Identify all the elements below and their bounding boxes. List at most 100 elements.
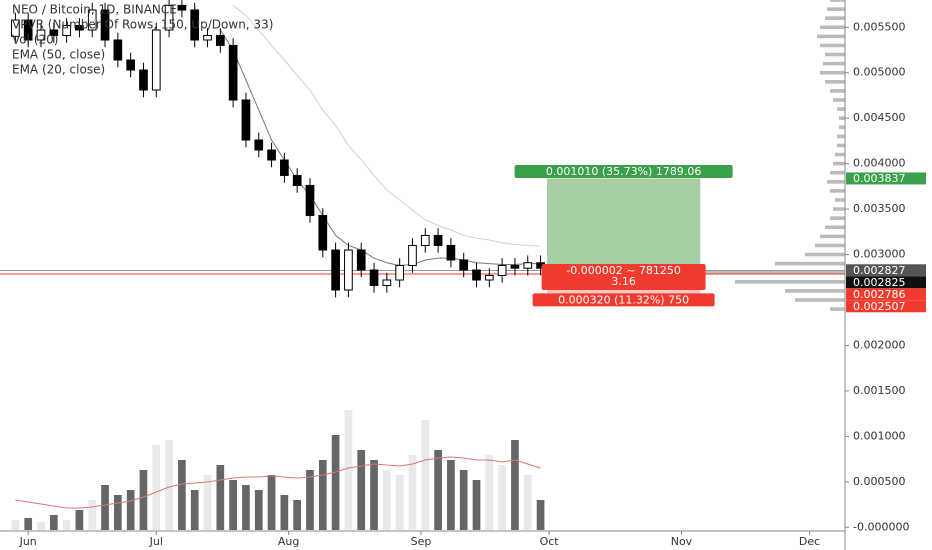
- candle-body: [446, 244, 456, 261]
- volume-bar: [306, 470, 314, 530]
- profile-bar: [820, 25, 845, 30]
- target-label-bg: [514, 164, 733, 178]
- profile-bar: [795, 298, 845, 302]
- profile-bar: [837, 143, 845, 148]
- profile-bar: [825, 52, 845, 57]
- price-mark-label: 0.003837: [853, 172, 906, 185]
- candle-body: [87, 9, 97, 31]
- profile-bar: [785, 289, 845, 293]
- volume-bar: [395, 475, 404, 530]
- volume-bar: [472, 480, 481, 530]
- candle-body: [408, 244, 417, 266]
- volume-bar: [139, 470, 148, 530]
- profile-bar: [820, 234, 845, 239]
- volume-bar: [37, 522, 45, 530]
- profile-bar: [833, 98, 845, 102]
- volume-bar: [523, 475, 532, 530]
- volume-bar: [331, 435, 340, 530]
- profile-bar: [830, 216, 845, 220]
- profile-bar: [837, 134, 845, 139]
- volume-bar: [126, 490, 135, 530]
- candle-body: [344, 249, 353, 291]
- middle-label-bg: [541, 264, 706, 290]
- volume-ma-line: [15, 456, 541, 509]
- y-tick-label: 0.004500: [853, 111, 906, 124]
- volume-bar: [203, 475, 212, 530]
- volume-bar: [101, 485, 109, 530]
- candle-body: [164, 4, 174, 31]
- profile-bar: [830, 170, 845, 175]
- candle-body: [100, 9, 110, 41]
- volume-bar: [24, 518, 33, 530]
- volume-bar: [536, 500, 545, 530]
- profile-bar: [735, 280, 845, 284]
- profile-bar: [833, 207, 845, 211]
- candle-body: [190, 9, 200, 41]
- volume-bar: [11, 520, 20, 530]
- candle-body: [49, 29, 59, 36]
- profile-bar: [827, 7, 845, 11]
- volume-bar: [408, 455, 417, 530]
- candle-body: [254, 139, 264, 151]
- candle-body: [356, 249, 366, 271]
- candle-body: [369, 269, 379, 286]
- profile-bar: [805, 252, 845, 257]
- x-tick-label: Jun: [19, 535, 37, 548]
- candle-body: [510, 264, 520, 269]
- volume-bar: [242, 485, 250, 530]
- candle-body: [331, 249, 340, 291]
- price-mark-bg: [846, 172, 926, 185]
- y-tick-label: 0.003500: [853, 202, 906, 215]
- volume-bar: [178, 460, 186, 530]
- candle-body: [241, 99, 251, 141]
- volume-bar: [62, 520, 71, 530]
- profile-bar: [705, 270, 845, 275]
- candle-body: [139, 69, 148, 91]
- volume-bar: [459, 470, 468, 530]
- volume-bar: [357, 450, 366, 530]
- x-tick-label: Oct: [540, 535, 560, 548]
- volume-bar: [498, 465, 506, 530]
- candle-body: [420, 234, 430, 246]
- x-tick-label: Sep: [411, 535, 432, 548]
- legend-symbol: NEO / Bitcoin, 1D, BINANCE: [12, 3, 177, 17]
- legend-vol: Vol (20): [12, 33, 58, 47]
- volume-bar: [49, 515, 58, 530]
- profile-bar: [823, 61, 845, 66]
- legend-vpvr: VPVR (Number Of Rows, 150, Up/Down, 33): [12, 18, 273, 32]
- x-tick-label: Jul: [149, 535, 163, 548]
- candle-body: [267, 149, 276, 161]
- volume-bar: [190, 490, 199, 530]
- ratio-label: 3.16: [611, 275, 636, 288]
- ema20-line: [219, 29, 541, 266]
- volume-bar: [75, 510, 84, 530]
- price-mark-label: 0.002825: [853, 276, 906, 289]
- legend-ema50: EMA (50, close): [12, 48, 105, 62]
- candle-body: [177, 4, 187, 11]
- candle-body: [228, 44, 238, 101]
- profile-bar: [830, 89, 845, 93]
- price-mark-label: 0.002507: [853, 300, 906, 313]
- candle-body: [23, 19, 33, 41]
- y-tick-label: 0.001000: [853, 429, 906, 442]
- candle-body: [62, 24, 71, 36]
- profile-bar: [839, 125, 845, 130]
- x-tick-label: Dec: [799, 535, 820, 548]
- y-tick-label: 0.002000: [853, 338, 906, 351]
- candle-body: [292, 174, 302, 186]
- y-tick-label: 0.001500: [853, 384, 906, 397]
- y-tick-label: 0.000500: [853, 475, 906, 488]
- candle-body: [113, 39, 123, 61]
- volume-bar: [293, 500, 302, 530]
- profile-bar: [815, 243, 845, 248]
- x-tick-label: Nov: [671, 535, 693, 548]
- profile-bar: [837, 107, 845, 111]
- profile-bar: [830, 307, 845, 311]
- y-tick-label: 0.004000: [853, 157, 906, 170]
- volume-bar: [421, 420, 430, 530]
- profile-bar: [817, 34, 845, 39]
- price-mark-bg: [846, 276, 926, 289]
- profile-bar: [820, 70, 845, 75]
- profile-bar: [775, 261, 845, 266]
